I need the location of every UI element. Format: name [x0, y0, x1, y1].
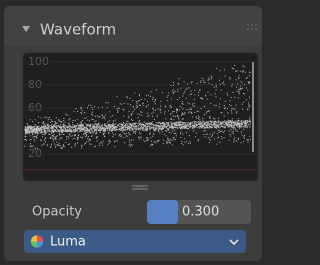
page: Waveform 10080604020 Opacity 0.300 Luma … [0, 0, 262, 261]
opacity-label: Opacity [32, 205, 82, 220]
panel-title: Waveform [40, 21, 116, 39]
waveform-panel: Waveform 10080604020 Opacity 0.300 Luma [0, 0, 262, 261]
opacity-fill [147, 200, 178, 224]
opacity-value: 0.300 [182, 205, 219, 220]
mode-icon [31, 236, 43, 248]
mode-label: Luma [50, 235, 86, 250]
waveform-scrollbar [252, 62, 254, 152]
waveform-view [23, 53, 258, 181]
